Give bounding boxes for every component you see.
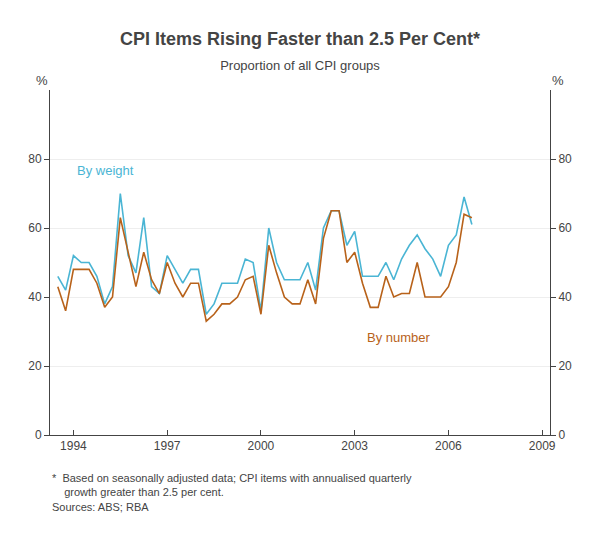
- svg-text:2006: 2006: [435, 439, 462, 453]
- svg-text:* Based on seasonally adjuste: * Based on seasonally adjusted data; CPI…: [52, 472, 412, 513]
- svg-text:2003: 2003: [341, 439, 368, 453]
- svg-text:80: 80: [28, 152, 42, 166]
- svg-text:60: 60: [28, 221, 42, 235]
- svg-text:CPI Items Rising Faster than 2: CPI Items Rising Faster than 2.5 Per Cen…: [120, 29, 480, 49]
- svg-text:1997: 1997: [154, 439, 181, 453]
- svg-text:40: 40: [558, 290, 572, 304]
- svg-text:2000: 2000: [248, 439, 275, 453]
- svg-text:0: 0: [558, 428, 565, 442]
- svg-text:0: 0: [35, 428, 42, 442]
- svg-text:%: %: [552, 73, 564, 88]
- svg-text:By number: By number: [367, 330, 431, 345]
- svg-text:2009: 2009: [529, 439, 556, 453]
- svg-text:40: 40: [28, 290, 42, 304]
- svg-text:20: 20: [558, 359, 572, 373]
- svg-text:20: 20: [28, 359, 42, 373]
- svg-text:Proportion of all CPI groups: Proportion of all CPI groups: [220, 58, 380, 73]
- svg-text:1994: 1994: [60, 439, 87, 453]
- svg-text:%: %: [36, 73, 48, 88]
- svg-text:60: 60: [558, 221, 572, 235]
- svg-text:80: 80: [558, 152, 572, 166]
- svg-text:By weight: By weight: [77, 163, 134, 178]
